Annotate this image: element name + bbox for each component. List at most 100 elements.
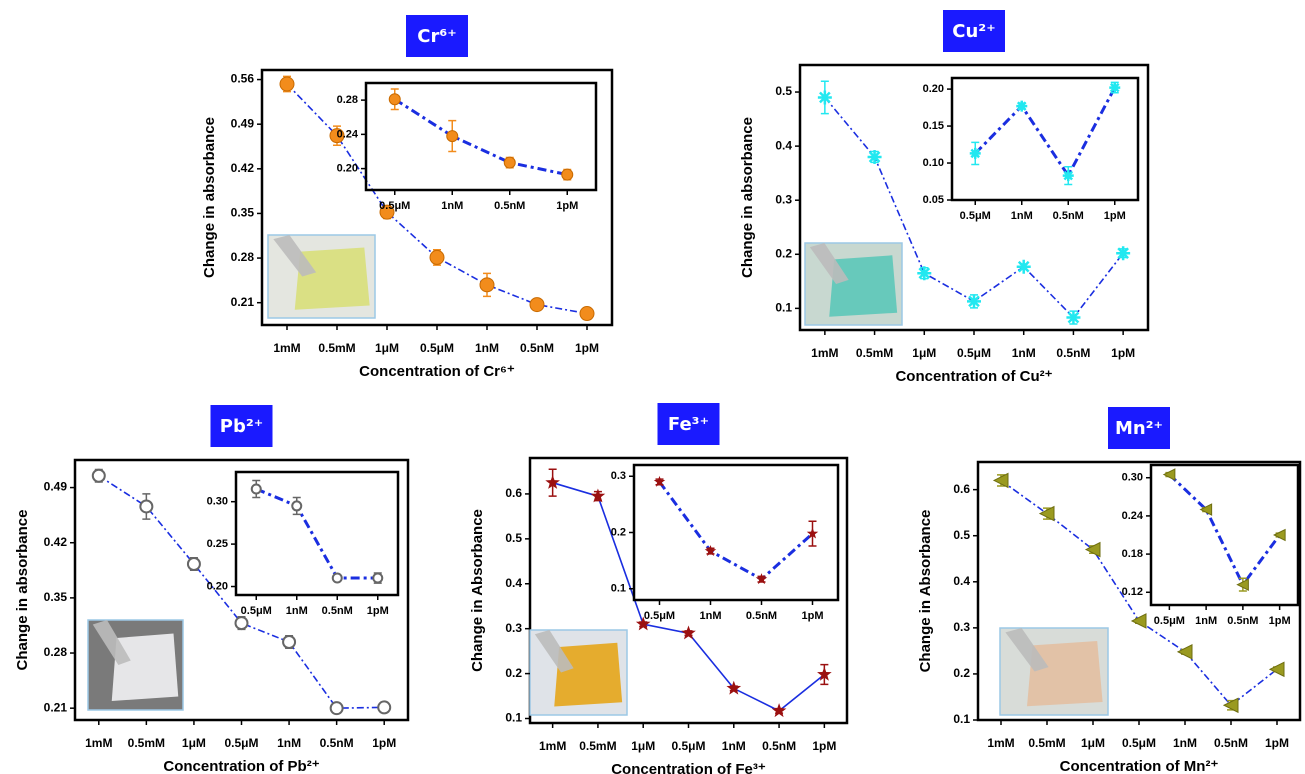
y-tick-label: 0.2 <box>953 666 970 680</box>
plot-frame <box>634 465 838 600</box>
data-point <box>1270 662 1284 676</box>
data-line <box>256 489 378 578</box>
data-point <box>389 94 400 105</box>
x-tick-label: 1pM <box>1111 346 1135 360</box>
x-tick-label: 1pM <box>575 341 599 355</box>
data-point <box>818 90 832 104</box>
y-tick-label: 0.21 <box>44 700 68 714</box>
x-tick-label: 0.5μM <box>644 610 675 622</box>
data-point <box>373 574 382 583</box>
x-tick-label: 0.5mM <box>856 346 893 360</box>
data-point <box>252 484 261 493</box>
y-tick-label: 0.28 <box>337 94 358 106</box>
y-tick-label: 0.42 <box>231 161 255 175</box>
x-tick-label: 0.5nM <box>494 200 525 212</box>
y-tick-label: 0.3 <box>953 620 970 634</box>
data-point <box>1109 82 1120 93</box>
data-point <box>917 266 931 280</box>
data-point <box>868 150 882 164</box>
x-tick-label: 1nM <box>700 610 722 622</box>
x-tick-label: 1μM <box>912 346 936 360</box>
x-tick-label: 0.5mM <box>128 736 165 750</box>
x-tick-label: 1nM <box>1012 346 1036 360</box>
x-tick-label: 1nM <box>286 605 308 617</box>
y-tick-label: 0.20 <box>207 580 228 592</box>
x-tick-label: 0.5nM <box>320 736 354 750</box>
y-tick-label: 0.49 <box>44 480 68 494</box>
x-axis-label: Concentration of Pb²⁺ <box>163 758 319 774</box>
x-tick-label: 1mM <box>987 736 1014 750</box>
data-point <box>333 574 342 583</box>
x-tick-label: 1pM <box>1265 736 1289 750</box>
x-tick-label: 0.5nM <box>1056 346 1090 360</box>
y-tick-label: 0.2 <box>505 666 522 680</box>
data-point <box>1066 311 1080 325</box>
y-tick-label: 0.3 <box>775 192 792 206</box>
y-tick-label: 0.4 <box>775 138 792 152</box>
data-line <box>395 99 568 174</box>
x-tick-label: 1μM <box>182 736 206 750</box>
x-tick-label: 1pM <box>1104 210 1126 222</box>
data-point <box>1017 260 1031 274</box>
x-tick-label: 1mM <box>273 341 300 355</box>
y-tick-label: 0.35 <box>231 206 255 220</box>
photo-film <box>295 247 370 309</box>
x-tick-label: 0.5mM <box>318 341 355 355</box>
photo-film <box>1027 641 1103 706</box>
y-tick-label: 0.56 <box>231 72 255 86</box>
y-tick-label: 0.12 <box>1122 586 1143 598</box>
x-tick-label: 1mM <box>539 739 566 753</box>
data-point <box>283 636 295 648</box>
y-tick-label: 0.5 <box>505 531 522 545</box>
data-point <box>580 307 594 321</box>
x-tick-label: 1μM <box>1081 736 1105 750</box>
data-point <box>1178 645 1192 659</box>
y-tick-label: 0.2 <box>611 526 626 538</box>
y-tick-label: 0.05 <box>923 194 944 206</box>
x-axis-label: Concentration of Cu²⁺ <box>895 368 1052 385</box>
y-tick-label: 0.30 <box>1122 472 1143 484</box>
data-point <box>1016 101 1027 112</box>
x-tick-label: 0.5nM <box>1214 736 1248 750</box>
data-point <box>1063 170 1074 181</box>
photo-film <box>112 634 179 702</box>
y-tick-label: 0.49 <box>231 116 255 130</box>
chart-title: Fe³⁺ <box>668 414 709 435</box>
x-tick-label: 1nM <box>1195 615 1217 627</box>
y-axis-label: Change in absorbance <box>739 117 756 278</box>
x-tick-label: 0.5nM <box>322 605 353 617</box>
x-tick-label: 1pM <box>372 736 396 750</box>
x-tick-label: 0.5μM <box>957 346 991 360</box>
y-axis-label: Change in absorbance <box>201 117 218 278</box>
data-point <box>93 470 105 482</box>
x-tick-label: 1μM <box>631 739 655 753</box>
y-tick-label: 0.5 <box>775 84 792 98</box>
x-tick-label: 0.5μM <box>420 341 454 355</box>
y-tick-label: 0.1 <box>775 301 792 315</box>
chart-title: Mn²⁺ <box>1115 418 1163 439</box>
x-tick-label: 0.5nM <box>762 739 796 753</box>
y-tick-label: 0.25 <box>207 538 228 550</box>
y-tick-label: 0.6 <box>953 482 970 496</box>
chart-title: Cu²⁺ <box>952 21 995 42</box>
y-tick-label: 0.1 <box>611 583 626 595</box>
photo-film <box>829 255 897 316</box>
y-tick-label: 0.30 <box>207 496 228 508</box>
y-tick-label: 0.21 <box>231 295 255 309</box>
data-point <box>970 148 981 159</box>
y-tick-label: 0.4 <box>505 576 522 590</box>
data-point <box>967 294 981 308</box>
data-line <box>660 482 813 579</box>
x-tick-label: 0.5μM <box>241 605 272 617</box>
data-point <box>331 702 343 714</box>
x-tick-label: 0.5μM <box>960 210 991 222</box>
x-tick-label: 0.5μM <box>1154 615 1185 627</box>
data-point <box>280 77 294 91</box>
y-tick-label: 0.24 <box>1122 510 1144 522</box>
y-axis-label: Change in absorbance <box>14 510 31 671</box>
y-axis-label: Change in Absorbance <box>917 510 934 673</box>
data-point <box>1274 530 1285 541</box>
data-point <box>447 131 458 142</box>
y-tick-label: 0.3 <box>505 621 522 635</box>
x-tick-label: 0.5mM <box>1028 736 1065 750</box>
